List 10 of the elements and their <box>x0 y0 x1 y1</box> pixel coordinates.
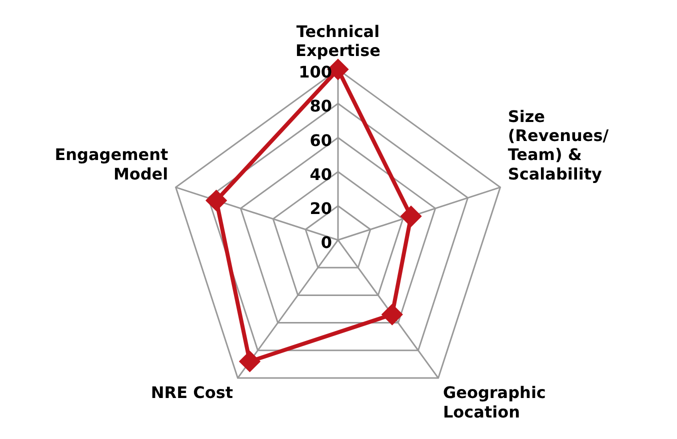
y-tick-label: 0 <box>320 233 332 252</box>
y-tick-label: 20 <box>310 199 332 218</box>
y-tick-label: 60 <box>310 130 332 150</box>
spoke-label: Geographic Location <box>442 383 546 422</box>
spoke-label: Size (Revenues/ Team) & Scalability <box>508 106 609 184</box>
spoke-label: Engagement Model <box>54 145 168 184</box>
y-tick-label: 40 <box>310 164 332 184</box>
spoke-label: NRE Cost <box>150 383 234 402</box>
spoke-label: Technical Expertise <box>296 22 381 60</box>
y-tick-label: 80 <box>310 96 332 116</box>
